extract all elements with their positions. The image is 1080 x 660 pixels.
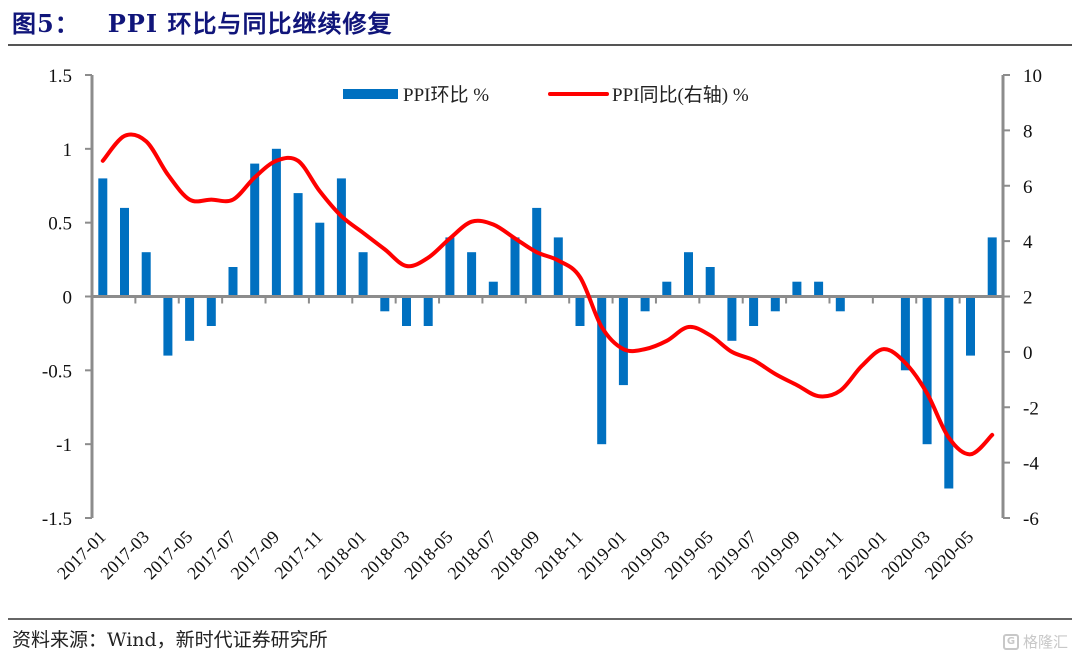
bar-2019-03 bbox=[662, 281, 672, 297]
bar-2018-12 bbox=[597, 296, 607, 445]
bar-2018-03 bbox=[402, 296, 411, 326]
bar-2020-04 bbox=[944, 296, 954, 489]
bar-2019-07 bbox=[749, 296, 759, 326]
bar-2017-12 bbox=[336, 178, 346, 297]
legend: PPI环比 % PPI同比(右轴) % bbox=[343, 84, 749, 106]
bar-2018-06 bbox=[467, 252, 477, 297]
bar-2019-05 bbox=[705, 267, 715, 297]
bar-2018-07 bbox=[488, 281, 498, 297]
bar-2019-10 bbox=[814, 281, 824, 297]
x-tick-label: 2019-09 bbox=[747, 527, 804, 584]
right-tick-label: -2 bbox=[1023, 398, 1039, 419]
right-tick-label: 6 bbox=[1023, 177, 1033, 198]
source-note: 资料来源：Wind，新时代证券研究所 bbox=[12, 629, 328, 651]
bar-2019-04 bbox=[684, 252, 693, 297]
x-tick-label: 2017-09 bbox=[227, 527, 284, 584]
bar-2020-03 bbox=[922, 296, 932, 445]
bar-2020-06 bbox=[987, 237, 997, 297]
zero-baseline bbox=[92, 295, 1004, 304]
x-tick-label: 2020-05 bbox=[921, 527, 978, 584]
bar-2020-02 bbox=[900, 296, 910, 371]
bar-2017-09 bbox=[271, 148, 281, 297]
bar-2018-08 bbox=[510, 237, 520, 297]
bar-2019-09 bbox=[792, 281, 802, 297]
left-tick-label: -1.5 bbox=[42, 509, 72, 530]
right-tick-label: 4 bbox=[1023, 232, 1033, 253]
bar-2018-05 bbox=[445, 237, 455, 297]
left-tick-label: 0 bbox=[63, 288, 73, 309]
bar-2019-11 bbox=[835, 296, 845, 312]
bar-2017-07 bbox=[228, 267, 238, 297]
bar-2018-10 bbox=[553, 237, 563, 297]
bar-2017-04 bbox=[163, 296, 173, 356]
bar-2017-06 bbox=[206, 296, 216, 326]
legend-swatch-bar bbox=[343, 89, 398, 99]
bar-2018-11 bbox=[575, 296, 585, 326]
figure-title: 图5： PPI 环比与同比继续修复 bbox=[12, 9, 393, 38]
left-tick-label: -1 bbox=[56, 435, 72, 456]
source-divider bbox=[8, 618, 1072, 620]
watermark-text: 格隆汇 bbox=[1022, 633, 1068, 651]
right-tick-label: -6 bbox=[1023, 509, 1039, 530]
bar-2019-08 bbox=[770, 296, 780, 312]
bar-2018-01 bbox=[358, 252, 368, 297]
left-tick-label: 0.5 bbox=[48, 214, 72, 235]
bar-2019-01 bbox=[618, 296, 628, 386]
right-tick-label: 2 bbox=[1023, 288, 1033, 309]
left-tick-label: 1.5 bbox=[48, 66, 72, 87]
right-tick-label: 8 bbox=[1023, 121, 1033, 142]
bar-2018-04 bbox=[423, 296, 433, 326]
right-tick-label: 0 bbox=[1023, 343, 1033, 364]
g-logo-icon: G bbox=[1002, 634, 1019, 650]
legend-label-line: PPI同比(右轴) % bbox=[612, 84, 749, 106]
right-tick-label: 10 bbox=[1023, 66, 1042, 87]
bar-2017-05 bbox=[185, 296, 195, 341]
bar-2017-11 bbox=[315, 222, 325, 297]
bar-series-ppi-mom bbox=[98, 148, 997, 489]
title-divider bbox=[8, 44, 1072, 46]
watermark: G 格隆汇 bbox=[1002, 630, 1068, 654]
bar-2019-02 bbox=[640, 296, 650, 312]
x-tick-label: 2018-09 bbox=[487, 527, 544, 584]
bar-2019-06 bbox=[727, 296, 737, 341]
bar-2017-03 bbox=[141, 252, 151, 297]
left-tick-label: -0.5 bbox=[42, 361, 72, 382]
chart-canvas: 1.510.50-0.5-1-1.51086420-2-4-62017-0120… bbox=[42, 66, 1042, 584]
bar-2017-08 bbox=[250, 163, 260, 297]
bar-2017-01 bbox=[98, 178, 108, 297]
bar-2018-02 bbox=[380, 296, 390, 312]
bar-2017-02 bbox=[120, 207, 129, 297]
bar-2020-05 bbox=[966, 296, 975, 356]
line-ppi-yoy bbox=[100, 132, 995, 457]
right-tick-label: -4 bbox=[1023, 454, 1039, 475]
left-tick-label: 1 bbox=[63, 140, 73, 161]
legend-label-bar: PPI环比 % bbox=[403, 84, 489, 106]
bar-2017-10 bbox=[293, 193, 303, 297]
line-series-ppi-yoy bbox=[100, 132, 995, 457]
